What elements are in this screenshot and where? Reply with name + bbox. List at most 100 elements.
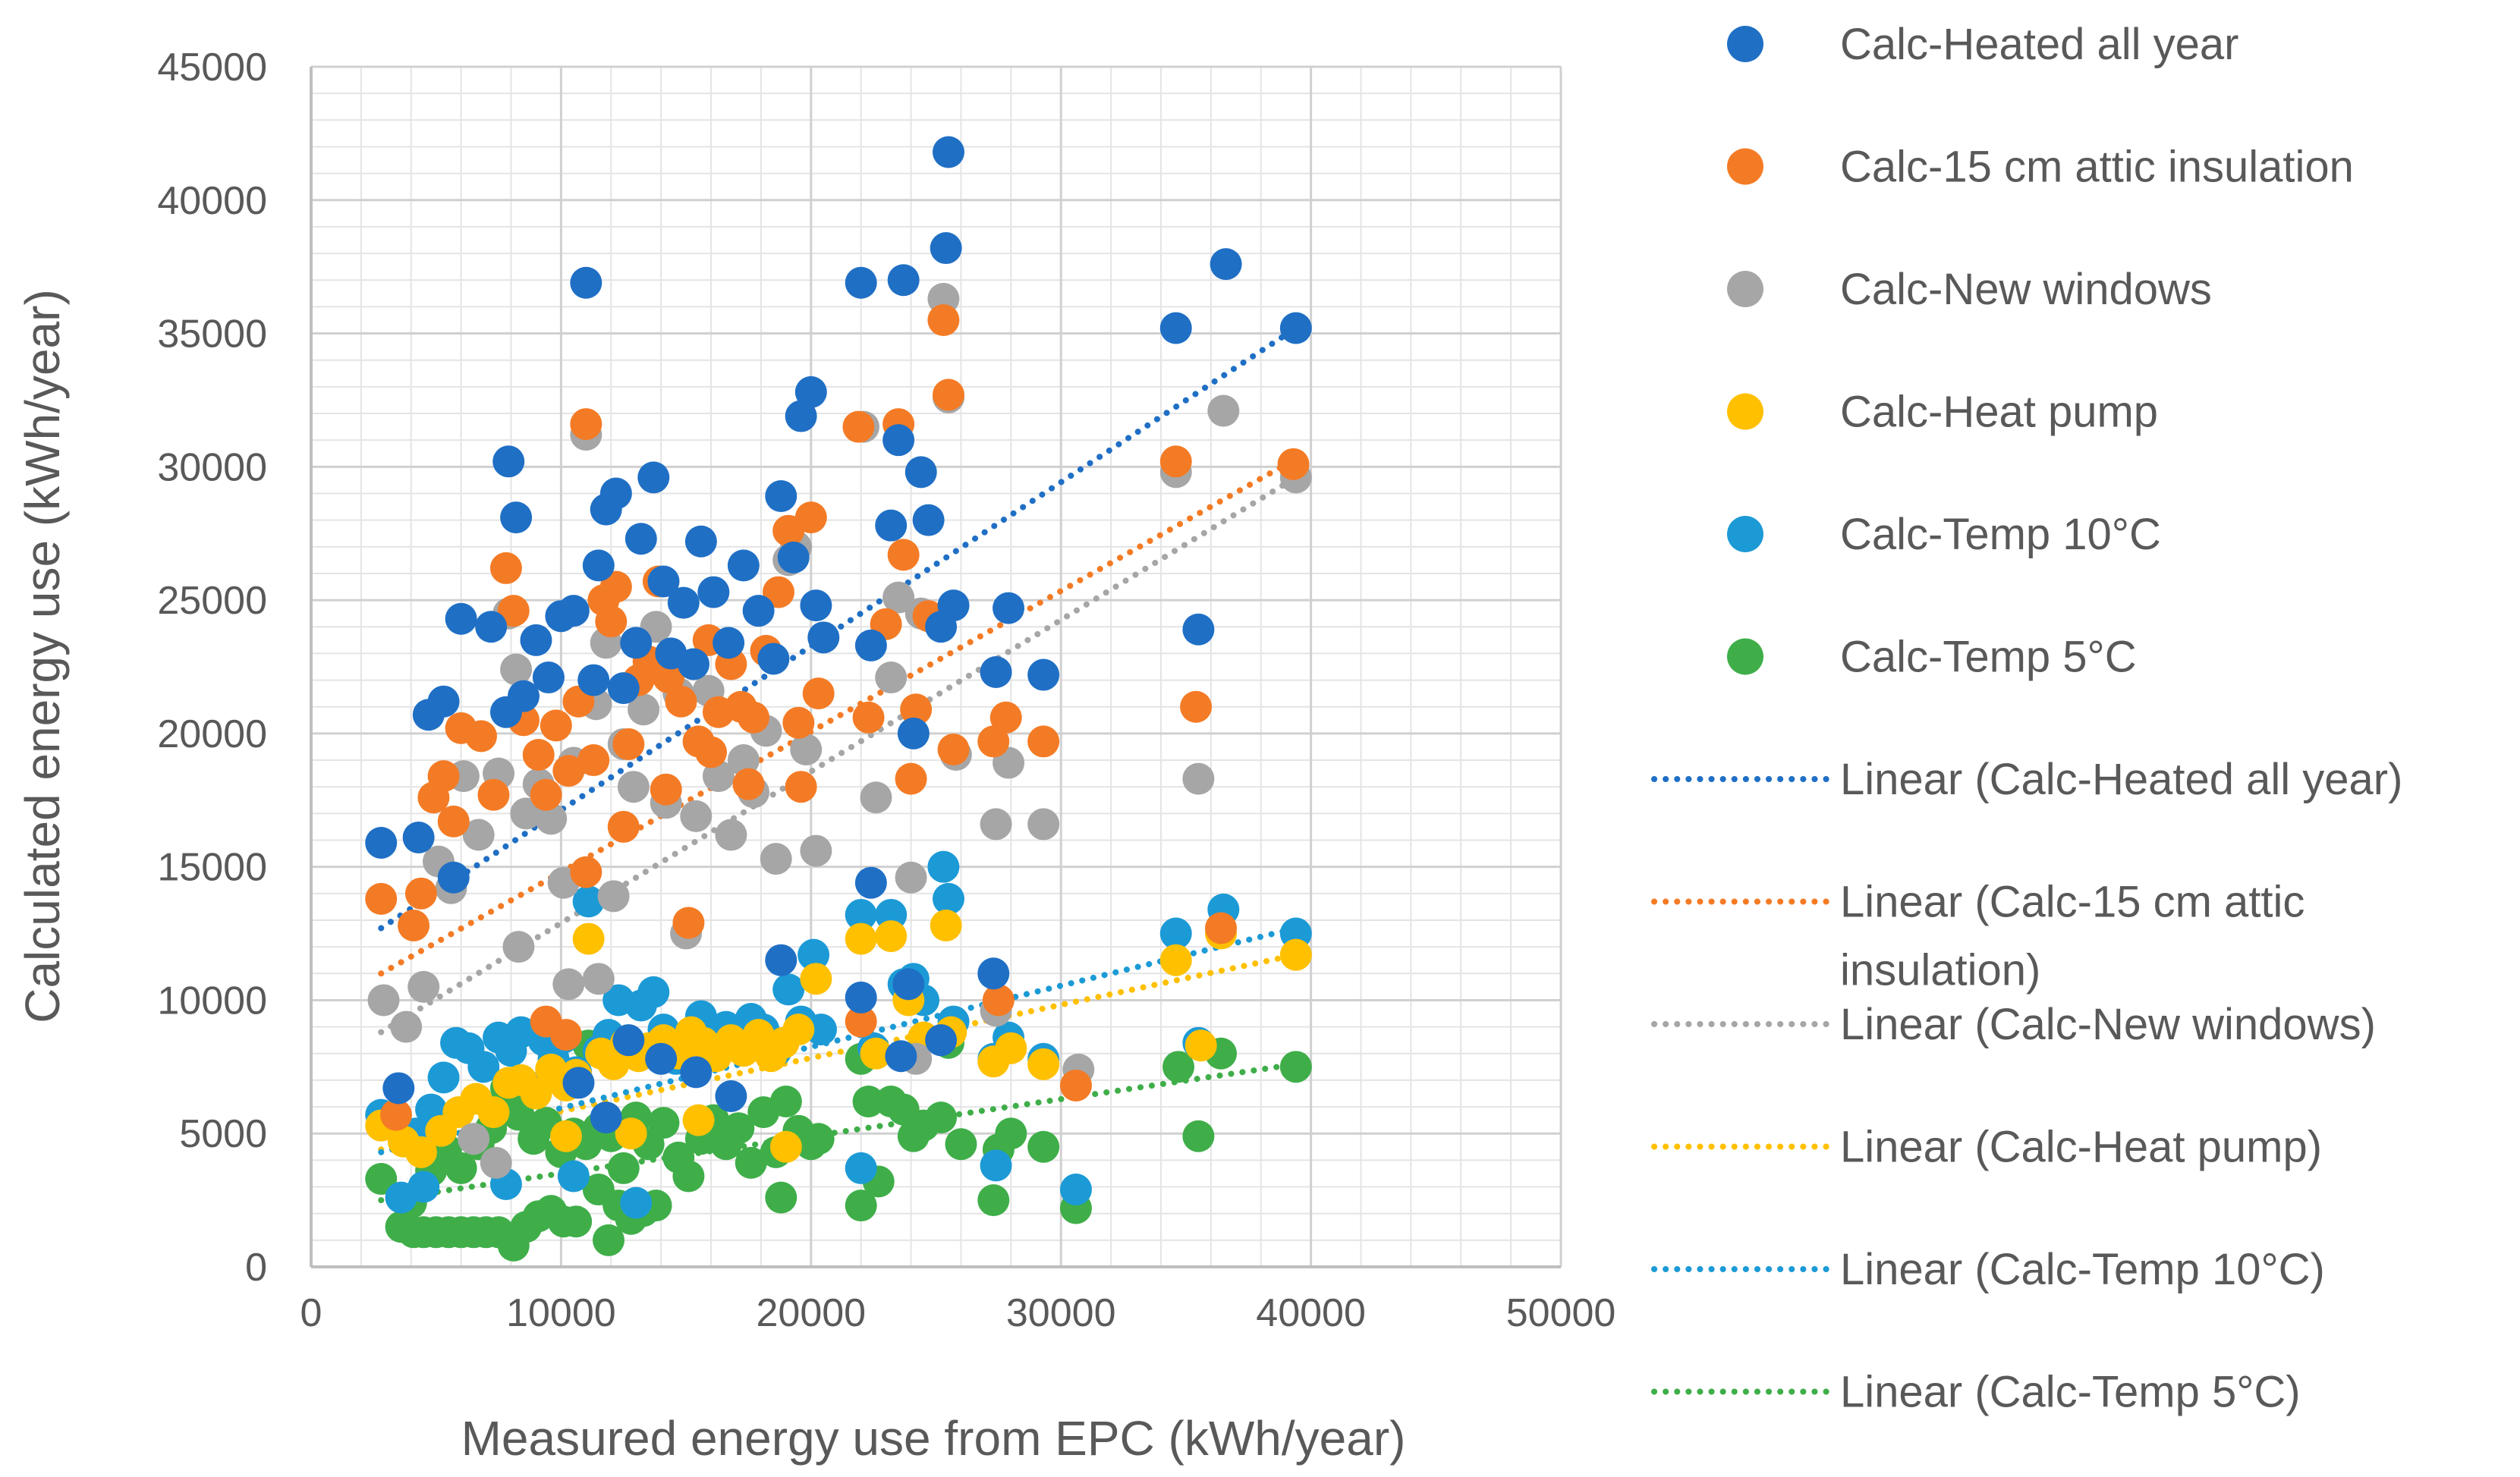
data-point — [595, 605, 628, 638]
data-point — [802, 1123, 835, 1155]
data-point — [932, 136, 964, 168]
legend: Calc-Heated all year Calc-15 cm attic ins… — [1651, 20, 2402, 1417]
x-axis-title: Measured energy use from EPC (kWh/year) — [461, 1411, 1406, 1466]
data-point — [727, 744, 760, 777]
data-point — [404, 1136, 437, 1168]
data-point — [612, 1024, 645, 1057]
data-point — [1027, 1048, 1060, 1080]
data-point — [628, 693, 660, 726]
legend-marker — [1727, 393, 1763, 430]
data-point — [1159, 445, 1192, 478]
data-point — [782, 1013, 815, 1046]
legend-marker — [1727, 148, 1763, 185]
data-point — [912, 504, 945, 536]
data-point — [895, 762, 927, 795]
data-point — [680, 1056, 713, 1089]
data-point — [989, 701, 1022, 734]
data-point — [398, 910, 430, 942]
data-point — [977, 725, 1010, 758]
data-point — [800, 589, 832, 622]
legend-label: Calc-New windows — [1840, 265, 2212, 314]
y-axis-title: Calculated energy use (kWh/year) — [15, 289, 70, 1023]
data-point — [500, 653, 533, 686]
data-point — [762, 576, 794, 608]
data-point — [945, 1128, 977, 1161]
data-point — [599, 477, 632, 510]
data-point — [1162, 1051, 1195, 1083]
data-point — [445, 1152, 477, 1184]
data-point — [794, 376, 827, 408]
x-tick-label: 10000 — [506, 1291, 616, 1335]
data-point — [620, 1186, 653, 1219]
data-point — [540, 709, 572, 742]
y-tick-label: 20000 — [157, 712, 267, 756]
y-tick-label: 15000 — [157, 846, 267, 890]
data-point — [402, 821, 435, 853]
data-point — [887, 264, 920, 297]
data-point — [995, 1117, 1027, 1150]
y-tick-label: 45000 — [157, 46, 267, 90]
data-point — [475, 611, 508, 643]
data-point — [875, 920, 908, 953]
data-point — [1182, 1120, 1215, 1152]
trendline — [378, 474, 1299, 1035]
data-point — [599, 570, 632, 603]
data-point — [549, 1019, 582, 1051]
legend-label: Linear (Calc-Temp 10°C) — [1840, 1245, 2325, 1294]
data-point — [665, 685, 697, 718]
data-point — [852, 1086, 885, 1118]
data-point — [1279, 1051, 1312, 1083]
data-point — [845, 1152, 877, 1184]
data-point — [804, 1013, 837, 1046]
data-point — [522, 739, 555, 771]
data-point — [552, 755, 585, 787]
data-point — [592, 1224, 624, 1256]
legend-marker — [1727, 638, 1763, 675]
data-point — [477, 1096, 510, 1129]
data-point — [980, 1149, 1012, 1182]
data-point — [735, 1146, 767, 1179]
legend-label-line: Linear (Calc-15 cm attic — [1840, 878, 2304, 927]
data-point — [462, 819, 495, 851]
data-point — [765, 480, 798, 513]
data-point — [617, 771, 650, 803]
legend-marker — [1727, 26, 1763, 62]
data-point — [937, 589, 970, 622]
data-point — [607, 810, 640, 843]
data-point — [672, 1160, 705, 1193]
data-point — [530, 778, 562, 811]
data-point — [845, 266, 877, 299]
data-point — [727, 549, 760, 582]
data-point — [1159, 917, 1192, 950]
legend-label: Calc-15 cm attic insulation — [1840, 143, 2354, 192]
data-point — [1184, 1029, 1217, 1062]
data-point — [637, 976, 670, 1008]
data-point — [427, 760, 460, 793]
data-point — [365, 882, 398, 915]
data-point — [620, 627, 653, 659]
data-point — [937, 733, 970, 765]
data-point — [552, 968, 585, 1001]
data-point — [557, 1160, 590, 1193]
data-point — [607, 1152, 640, 1184]
data-point — [480, 1146, 512, 1179]
data-point — [1027, 725, 1060, 758]
data-point — [900, 693, 933, 726]
y-tick-label: 10000 — [157, 979, 267, 1023]
data-point — [875, 509, 908, 542]
data-point — [895, 861, 927, 894]
data-point — [572, 922, 605, 955]
data-point — [930, 910, 962, 942]
data-point — [532, 662, 565, 694]
data-point — [765, 1181, 798, 1214]
y-tick-label: 5000 — [179, 1112, 267, 1156]
x-tick-label: 0 — [300, 1291, 322, 1335]
data-point — [925, 1024, 958, 1057]
data-point — [927, 303, 960, 336]
data-point — [1277, 448, 1310, 480]
data-point — [549, 1120, 582, 1152]
data-point — [757, 643, 790, 675]
x-tick-label: 20000 — [756, 1291, 866, 1335]
legend-marker — [1727, 516, 1763, 552]
data-point — [582, 963, 615, 995]
